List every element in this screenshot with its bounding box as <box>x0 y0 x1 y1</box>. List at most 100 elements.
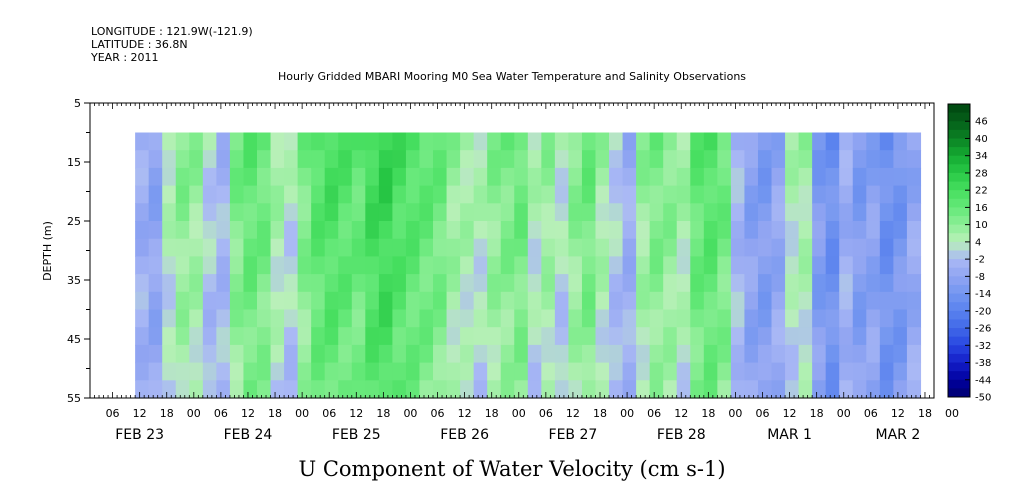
heatmap-cell <box>162 185 177 204</box>
heatmap-cell <box>202 309 217 328</box>
heatmap-cell <box>487 274 502 293</box>
heatmap-cell <box>365 203 380 222</box>
colorbar-swatch <box>948 379 970 389</box>
heatmap-cell <box>744 203 759 222</box>
heatmap-cell <box>541 238 556 257</box>
heatmap-cell <box>514 132 529 151</box>
heatmap-cell <box>202 203 217 222</box>
heatmap-cell <box>798 203 813 222</box>
heatmap-cell <box>852 291 867 311</box>
heatmap-cell <box>703 203 718 222</box>
heatmap-cell <box>609 167 624 187</box>
heatmap-cell <box>202 327 217 346</box>
heatmap-cell <box>284 362 299 381</box>
heatmap-cell <box>243 185 258 204</box>
heatmap-cell <box>135 132 150 151</box>
heatmap-cell <box>568 327 583 346</box>
heatmap-cell <box>541 327 556 346</box>
heatmap-cell <box>514 221 529 240</box>
heatmap-cell <box>216 291 231 311</box>
heatmap-cell <box>135 291 150 311</box>
heatmap-cell <box>500 167 515 187</box>
heatmap-cell <box>135 203 150 222</box>
heatmap-cell <box>256 203 272 222</box>
heatmap-cell <box>893 132 908 151</box>
heatmap-cell <box>378 150 393 169</box>
heatmap-cell <box>609 309 624 328</box>
heatmap-cell <box>487 167 502 187</box>
heatmap-cell <box>744 132 759 151</box>
heatmap-cell <box>216 380 231 399</box>
heatmap-cell <box>216 327 231 346</box>
heatmap-cell <box>148 132 163 151</box>
heatmap-cell <box>392 150 407 169</box>
heatmap-cell <box>893 291 908 311</box>
heatmap-cell <box>690 221 705 240</box>
heatmap-cell <box>405 256 421 275</box>
heatmap-cell <box>798 327 813 346</box>
heatmap-cell <box>785 221 800 240</box>
colorbar-swatch <box>948 310 970 320</box>
heatmap-cell <box>311 362 326 381</box>
heatmap-cell <box>866 185 881 204</box>
colorbar-swatch <box>948 336 970 346</box>
heatmap-cell <box>175 291 190 311</box>
heatmap-cell <box>419 185 434 204</box>
heatmap-cell <box>839 380 854 399</box>
heatmap-cell <box>338 327 353 346</box>
heatmap-cell <box>256 380 272 399</box>
heatmap-cell <box>717 327 732 346</box>
heatmap-cell <box>812 274 827 293</box>
heatmap-cell <box>663 274 678 293</box>
heatmap-cell <box>460 132 475 151</box>
heatmap-cell <box>581 238 597 257</box>
heatmap-cell <box>202 362 217 381</box>
heatmap-cell <box>338 150 353 169</box>
heatmap-cell <box>162 203 177 222</box>
heatmap-cell <box>446 309 461 328</box>
heatmap-cell <box>581 185 597 204</box>
heatmap-cell <box>879 167 894 187</box>
colorbar-swatch <box>948 328 970 338</box>
colorbar-swatch <box>948 121 970 131</box>
heatmap-cell <box>216 132 231 151</box>
heatmap-cell <box>554 309 570 328</box>
heatmap-cell <box>378 362 393 381</box>
heatmap-cell <box>365 344 380 364</box>
heatmap-cell <box>595 132 610 151</box>
colorbar-frame <box>947 103 971 398</box>
heatmap-cell <box>609 185 624 204</box>
heatmap-cell <box>717 185 732 204</box>
colorbar-label: -14 <box>975 289 991 300</box>
heatmap-cell <box>649 203 664 222</box>
heatmap-cell <box>568 238 583 257</box>
heatmap-cell <box>866 150 881 169</box>
heatmap-cell <box>365 327 380 346</box>
heatmap-cell <box>798 380 813 399</box>
x-hour-label: 06 <box>647 407 661 420</box>
heatmap-cell <box>717 256 732 275</box>
heatmap-cell <box>216 344 231 364</box>
heatmap-cell <box>284 380 299 399</box>
heatmap-cell <box>703 256 718 275</box>
heatmap-cell <box>703 132 718 151</box>
heatmap-cell <box>284 238 299 257</box>
heatmap-cell <box>879 344 894 364</box>
heatmap-cell <box>297 132 312 151</box>
heatmap-cell <box>609 362 624 381</box>
heatmap-cell <box>365 362 380 381</box>
heatmap-cell <box>433 362 448 381</box>
heatmap-cell <box>893 380 908 399</box>
heatmap-cell <box>757 238 773 257</box>
heatmap-cell <box>284 309 299 328</box>
heatmap-cell <box>433 380 448 399</box>
heatmap-cell <box>866 327 881 346</box>
heatmap-cell <box>135 344 150 364</box>
heatmap-cell <box>527 256 542 275</box>
heatmap-cell <box>378 221 393 240</box>
heatmap-cell <box>135 221 150 240</box>
heatmap-cell <box>690 291 705 311</box>
heatmap-cell <box>405 221 421 240</box>
heatmap-cell <box>609 221 624 240</box>
